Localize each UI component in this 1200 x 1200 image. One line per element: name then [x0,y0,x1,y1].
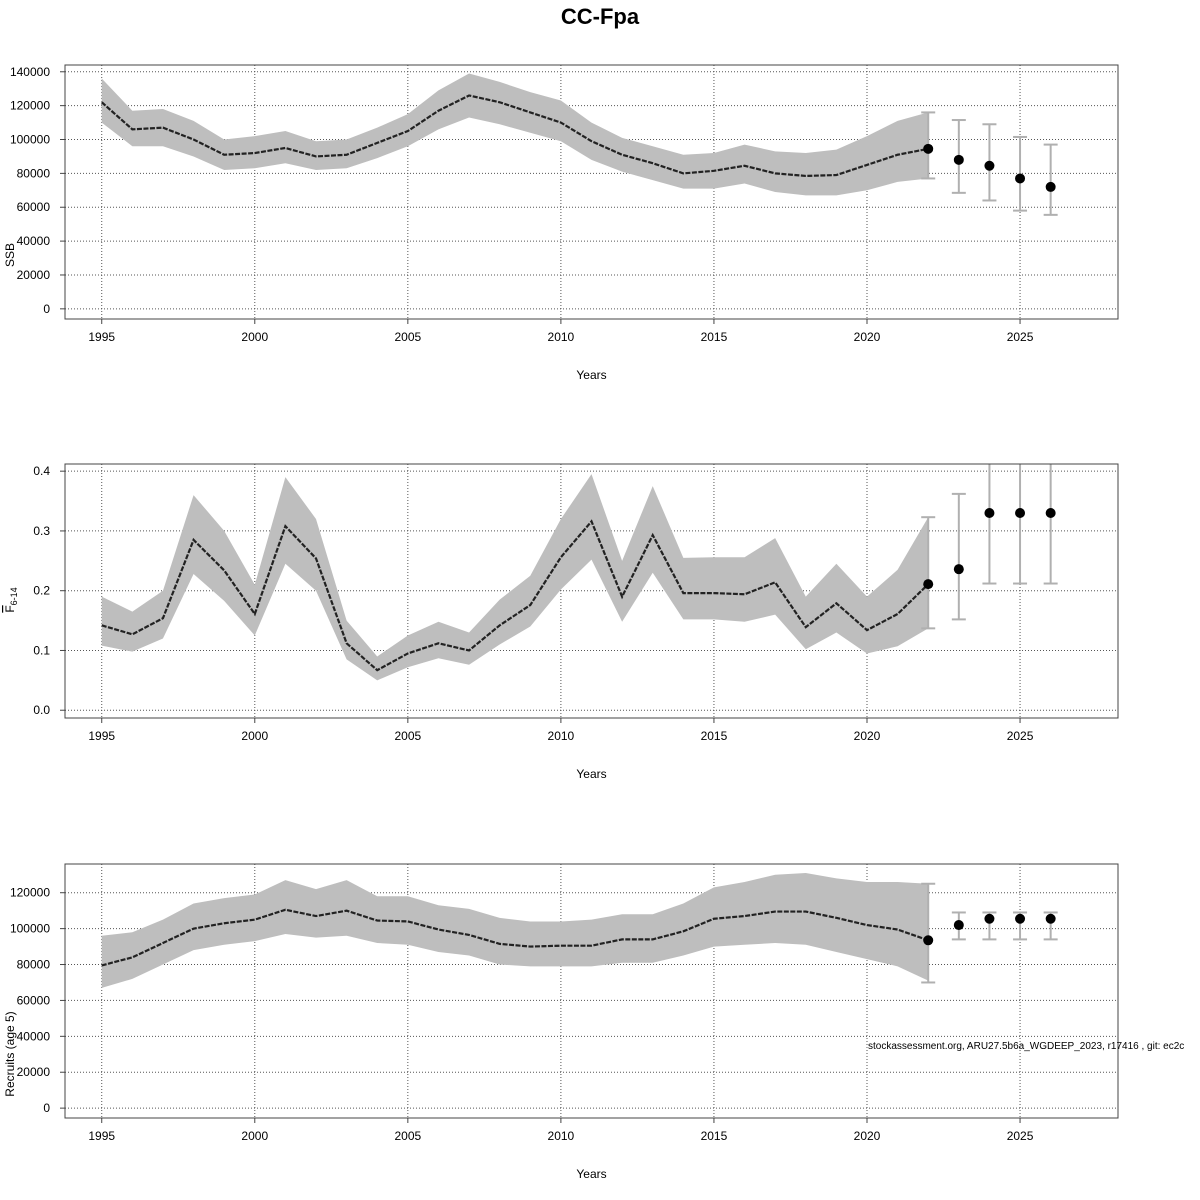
forecast-point [984,508,995,519]
y-tick-label: 60000 [17,200,51,214]
y-tick-label: 60000 [17,993,51,1007]
y-tick-label: 20000 [17,1065,51,1079]
forecast-point [953,154,964,165]
x-tick-label: 2010 [548,330,575,344]
x-tick-label: 2015 [701,1129,728,1143]
x-tick-label: 2020 [854,729,881,743]
forecast-point [953,564,964,575]
estimate-line [101,908,929,967]
y-tick-label: 0.2 [33,584,50,598]
x-tick-label: 2010 [548,1129,575,1143]
y-tick-label: 0 [43,302,50,316]
x-tick-label: 2000 [241,729,268,743]
plot-frame [64,64,1119,320]
forecast-group [921,882,1058,984]
y-tick-label: 100000 [10,133,50,147]
figure-title: CC-Fpa [560,4,640,29]
y-tick-label: 120000 [10,886,50,900]
x-tick-label: 2025 [1007,330,1034,344]
forecast-point [984,160,995,171]
forecast-point [953,920,964,931]
panel-1: 1995 2000 2005 2010 2015 2020 2025 0 20000 40000 6… [3,64,1119,382]
x-tick-label: 2000 [241,1129,268,1143]
panel-2: 1995 2000 2005 2010 2015 2020 2025 0.0 0.1 0.2 0.3… [3,463,1119,781]
forecast-group [921,464,1058,630]
confidence-band [101,73,929,196]
x-tick-label: 2015 [701,330,728,344]
x-tick-label: 1995 [88,729,115,743]
x-tick-label: 2000 [241,330,268,344]
forecast-point [923,579,934,590]
estimate-line [101,519,929,672]
forecast-point [984,913,995,924]
y-tick-label: 120000 [10,99,50,113]
y-tick-label: 140000 [10,65,50,79]
estimate-line [101,94,929,178]
x-tick-label: 2005 [394,330,421,344]
x-axis-label: Years [576,767,606,781]
y-axis-label-main: F [3,605,17,612]
forecast-point [1045,508,1056,519]
forecast-point [923,143,934,154]
y-axis-label-main: Recruits (age 5) [3,1011,17,1096]
y-tick-label: 20000 [17,268,51,282]
y-tick-label: 0.3 [33,524,50,538]
x-tick-label: 2010 [548,729,575,743]
y-axis-label: SSB [3,243,17,267]
x-tick-label: 2005 [394,729,421,743]
confidence-band [101,872,929,988]
forecast-point [923,935,934,946]
x-tick-label: 2025 [1007,1129,1034,1143]
forecast-group [921,111,1058,216]
forecast-point [1015,173,1026,184]
plot-frame [64,863,1119,1119]
y-tick-label: 80000 [17,958,51,972]
x-tick-label: 1995 [88,1129,115,1143]
x-tick-label: 2015 [701,729,728,743]
y-tick-label: 0 [43,1101,50,1115]
panel-3: 1995 2000 2005 2010 2015 2020 2025 0 20000 40000 6… [3,863,1119,1181]
y-tick-label: 0.1 [33,643,50,657]
x-tick-label: 1995 [88,330,115,344]
y-tick-label: 100000 [10,922,50,936]
y-tick-label: 0.4 [33,464,50,478]
x-tick-label: 2020 [854,1129,881,1143]
forecast-point [1015,913,1026,924]
y-axis-label: F6-14 [3,587,19,612]
x-tick-label: 2005 [394,1129,421,1143]
x-axis-label: Years [576,368,606,382]
y-tick-label: 40000 [17,1029,51,1043]
x-tick-label: 2020 [854,330,881,344]
y-tick-label: 40000 [17,234,51,248]
y-tick-label: 0.0 [33,703,50,717]
y-tick-label: 80000 [17,166,51,180]
x-tick-label: 2025 [1007,729,1034,743]
confidence-band [101,474,929,681]
y-axis-label-subscript: 6-14 [9,587,19,605]
forecast-point [1045,181,1056,192]
forecast-point [1015,508,1026,519]
x-axis-label: Years [576,1167,606,1181]
y-axis-label-main: SSB [3,243,17,267]
forecast-point [1045,913,1056,924]
footer-credit: stockassessment.org, ARU27.5b6a_WGDEEP_2… [868,1041,1185,1052]
y-axis-label: Recruits (age 5) [3,1011,17,1096]
